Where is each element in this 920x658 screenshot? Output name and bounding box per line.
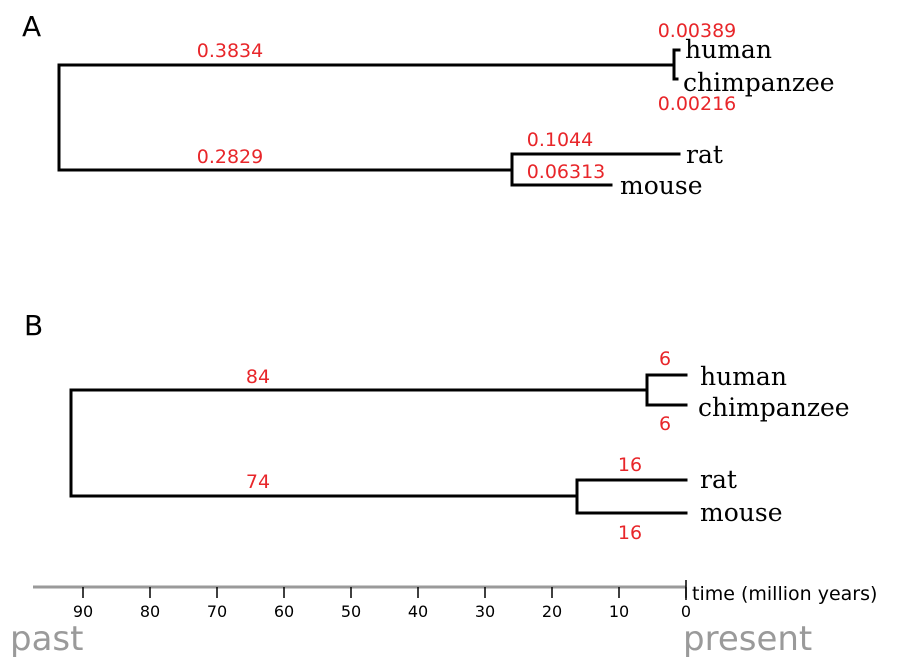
panel-a-label-rodents: 0.2829 [197,146,263,168]
past-label: past [10,619,83,658]
time-axis-tick-label: 90 [73,602,93,621]
panel-a-label-rat: 0.1044 [527,129,593,151]
panel-b-label-mouse: 16 [618,522,642,544]
panel-b-label-chimpanzee: 6 [659,413,671,435]
panel-a: A 0.3834 0.2829 0.00389 0.00216 0.1044 0… [22,10,835,200]
time-axis-tick-label: 0 [681,602,691,621]
panel-b-label-human: 6 [659,348,671,370]
panel-a-label-human: 0.00389 [658,20,737,42]
time-axis-tick-label: 10 [609,602,629,621]
time-axis-tick-label: 60 [274,602,294,621]
panel-b: B 84 74 6 6 16 16 human chimpanzee rat m… [24,309,850,544]
panel-a-letter: A [22,10,41,43]
time-axis-tick-label: 80 [140,602,160,621]
panel-b-label-rodents: 74 [246,471,270,493]
panel-b-label-rat: 16 [618,454,642,476]
panel-b-label-primates: 84 [246,366,270,388]
panel-a-taxon-mouse: mouse [620,171,702,200]
time-axis-tick-label: 40 [408,602,428,621]
panel-a-label-chimpanzee: 0.00216 [658,93,737,115]
time-axis-tick-label: 70 [207,602,227,621]
panel-b-taxon-mouse: mouse [700,498,782,527]
present-label: present [683,619,812,658]
time-axis-tick-label: 30 [475,602,495,621]
panel-b-taxon-human: human [700,362,787,391]
panel-b-taxon-chimpanzee: chimpanzee [698,393,850,422]
panel-b-letter: B [24,309,43,342]
panel-a-taxon-human: human [685,35,772,64]
panel-b-taxon-rat: rat [700,465,737,494]
panel-a-taxon-chimpanzee: chimpanzee [683,68,835,97]
panel-a-taxon-rat: rat [686,140,723,169]
panel-a-label-mouse: 0.06313 [527,161,606,183]
time-axis-title: time (million years) [692,583,877,605]
time-axis-tick-label: 50 [341,602,361,621]
time-axis: 90 80 70 60 50 40 30 20 10 0 time (million years)… [10,580,877,658]
time-axis-tick-label: 20 [542,602,562,621]
time-axis-ticks: 90 80 70 60 50 40 30 20 10 0 [73,587,691,621]
panel-a-label-primates: 0.3834 [197,40,263,62]
